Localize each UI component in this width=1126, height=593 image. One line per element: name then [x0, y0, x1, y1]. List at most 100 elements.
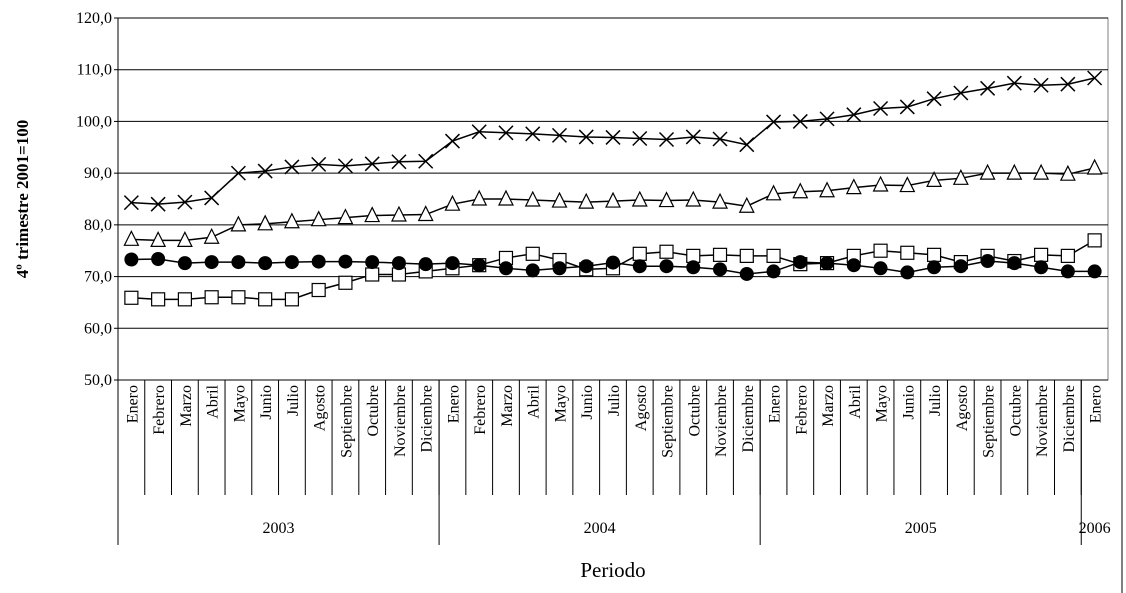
x-tick-label: Octubre	[686, 385, 703, 437]
marker	[230, 165, 246, 181]
marker	[846, 107, 862, 123]
x-tick-label: Agosto	[954, 385, 971, 431]
marker	[605, 191, 621, 208]
y-tick-label: 50,0	[84, 372, 112, 389]
marker	[1034, 260, 1049, 275]
marker	[1060, 76, 1076, 92]
x-tick-label: Mayo	[874, 385, 891, 422]
marker	[900, 245, 915, 260]
marker	[390, 205, 407, 222]
x-tick-label: Junio	[900, 385, 917, 420]
y-axis-label: 4º trimestre 2001=100	[13, 120, 32, 279]
marker	[418, 153, 434, 169]
x-tick-label: Abril	[526, 384, 543, 418]
x-tick-label: Enero	[1088, 385, 1105, 423]
marker	[739, 266, 754, 281]
marker	[151, 292, 166, 307]
marker	[310, 210, 327, 227]
marker	[311, 254, 326, 269]
marker	[150, 231, 167, 247]
marker	[498, 261, 513, 276]
marker	[899, 176, 916, 193]
y-tick-label: 70,0	[84, 269, 112, 286]
group-label: 2003	[263, 520, 295, 537]
marker	[765, 184, 782, 201]
marker	[525, 246, 540, 261]
marker	[766, 264, 781, 279]
marker	[311, 282, 326, 298]
marker	[203, 227, 220, 244]
marker	[819, 181, 836, 198]
y-tick-label: 110,0	[77, 62, 112, 79]
x-tick-label: Abril	[205, 384, 222, 418]
y-tick-label: 60,0	[84, 320, 112, 337]
x-tick-label: Enero	[767, 385, 784, 423]
marker	[338, 254, 353, 269]
marker	[471, 124, 487, 140]
x-tick-label: Marzo	[499, 385, 516, 427]
marker	[873, 261, 888, 276]
marker	[498, 125, 514, 141]
x-tick-label: Abril	[847, 384, 864, 418]
marker	[445, 256, 460, 271]
marker	[283, 212, 300, 229]
marker	[177, 292, 192, 307]
marker	[899, 99, 915, 115]
marker	[1060, 264, 1075, 279]
marker	[712, 247, 728, 262]
marker	[820, 256, 835, 271]
marker	[204, 190, 220, 206]
marker	[845, 178, 862, 195]
marker	[364, 156, 380, 172]
marker	[766, 114, 782, 130]
marker	[979, 163, 996, 180]
marker	[659, 244, 674, 259]
marker	[525, 126, 541, 142]
marker	[284, 292, 300, 307]
marker	[444, 194, 461, 211]
marker	[231, 255, 246, 270]
marker	[793, 255, 808, 270]
marker	[337, 208, 354, 225]
marker	[364, 206, 381, 223]
marker	[1033, 163, 1050, 180]
marker	[953, 259, 968, 274]
x-tick-label: Diciembre	[1061, 385, 1078, 453]
marker	[738, 196, 755, 213]
marker	[230, 215, 247, 232]
marker	[444, 133, 460, 149]
marker	[739, 137, 755, 153]
x-tick-label: Agosto	[312, 385, 329, 431]
marker	[980, 80, 996, 96]
marker	[365, 267, 380, 282]
group-label: 2004	[584, 520, 616, 537]
marker	[231, 290, 246, 305]
marker	[1087, 233, 1102, 248]
marker	[846, 258, 861, 273]
group-label: 2006	[1079, 520, 1111, 537]
x-tick-label: Febrero	[793, 385, 810, 435]
y-tick-label: 80,0	[84, 217, 112, 234]
x-tick-label: Octubre	[1007, 385, 1024, 437]
marker	[176, 231, 193, 247]
x-tick-label: Noviembre	[1034, 385, 1051, 457]
y-tick-label: 100,0	[76, 113, 112, 130]
marker	[177, 256, 192, 271]
marker	[124, 290, 139, 305]
x-tick-label: Septiembre	[660, 385, 677, 458]
x-tick-label: Diciembre	[419, 385, 436, 453]
x-tick-label: Noviembre	[713, 385, 730, 457]
x-tick-label: Mayo	[552, 385, 569, 422]
x-tick-label: Septiembre	[338, 385, 355, 458]
marker	[284, 255, 299, 270]
marker	[712, 131, 728, 147]
marker	[1006, 163, 1023, 180]
marker	[552, 261, 567, 276]
marker	[177, 194, 193, 210]
series-line	[131, 77, 1095, 205]
x-tick-label: Junio	[258, 385, 275, 420]
marker	[685, 190, 702, 207]
marker	[578, 192, 595, 209]
marker	[1007, 256, 1022, 271]
marker	[766, 248, 781, 263]
